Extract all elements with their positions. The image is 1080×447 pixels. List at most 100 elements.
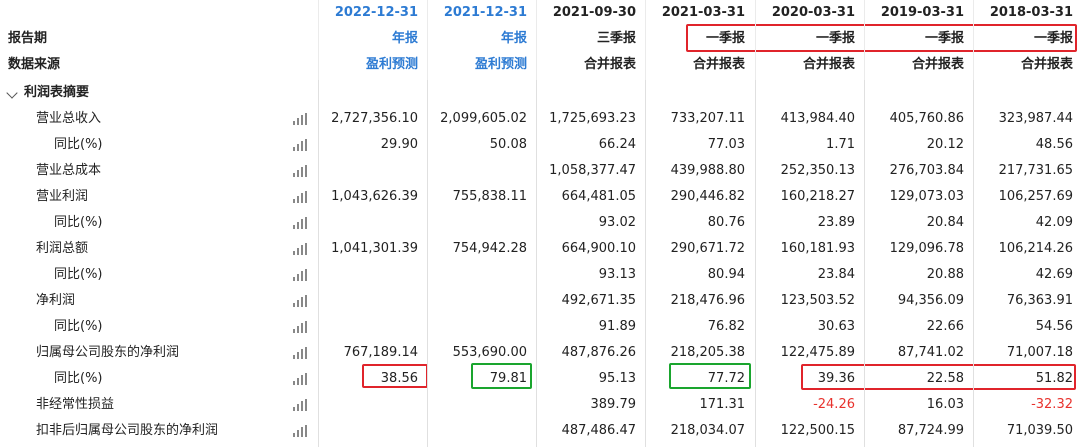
- header-cell[interactable]: 合并报表: [802, 57, 855, 72]
- header-cell[interactable]: 2020-03-31: [771, 5, 855, 20]
- table-cell[interactable]: 66.24: [598, 137, 636, 152]
- table-row[interactable]: 同比(%) 38.56 79.81 95.13 77.72 39.36 22.58 51.82: [0, 366, 1080, 392]
- table-cell[interactable]: 1,725,693.23: [549, 111, 636, 126]
- header-cell[interactable]: 合并报表: [911, 57, 964, 72]
- bar-chart-icon[interactable]: [293, 191, 307, 203]
- table-cell[interactable]: 1,043,626.39: [331, 189, 418, 204]
- table-cell[interactable]: 39.36: [817, 371, 855, 386]
- table-cell[interactable]: 754,942.28: [452, 241, 527, 256]
- header-cell[interactable]: 三季报: [596, 31, 636, 46]
- table-cell[interactable]: [427, 262, 536, 288]
- table-row[interactable]: 营业总收入 2,727,356.10 2,099,605.02 1,725,693.2…: [0, 106, 1080, 132]
- table-cell[interactable]: [427, 314, 536, 340]
- table-cell[interactable]: 23.84: [817, 267, 855, 282]
- bar-chart-icon[interactable]: [293, 295, 307, 307]
- table-cell[interactable]: 30.63: [817, 319, 855, 334]
- header-cell[interactable]: 一季报: [815, 31, 855, 46]
- table-row[interactable]: 利润总额 1,041,301.39 754,942.28 664,900.10 290,…: [0, 236, 1080, 262]
- table-cell[interactable]: 51.82: [1035, 371, 1073, 386]
- table-cell[interactable]: 553,690.00: [452, 345, 527, 360]
- table-cell[interactable]: 129,073.03: [889, 189, 964, 204]
- table-cell[interactable]: 123,503.52: [780, 293, 855, 308]
- header-cell[interactable]: 一季报: [924, 31, 964, 46]
- table-cell[interactable]: 160,218.27: [780, 189, 855, 204]
- header-cell[interactable]: 盈利预测: [365, 57, 418, 72]
- table-cell[interactable]: 22.58: [926, 371, 964, 386]
- table-row[interactable]: 净利润 492,671.35 218,476.96 123,503.52 94,356.…: [0, 288, 1080, 314]
- table-cell[interactable]: 290,446.82: [670, 189, 745, 204]
- table-cell[interactable]: 22.66: [926, 319, 964, 334]
- table-row[interactable]: 扣非后归属母公司股东的净利润 487,486.47 218,034.07 122,50…: [0, 418, 1080, 444]
- header-cell[interactable]: 2022-12-31: [334, 5, 418, 20]
- bar-chart-icon[interactable]: [293, 425, 307, 437]
- table-cell[interactable]: 218,476.96: [670, 293, 745, 308]
- table-row[interactable]: 同比(%) 93.13 80.94 23.84 20.88 42.69: [0, 262, 1080, 288]
- table-cell[interactable]: 252,350.13: [780, 163, 855, 178]
- table-cell[interactable]: [318, 418, 427, 444]
- table-cell[interactable]: [318, 314, 427, 340]
- table-cell[interactable]: 2,727,356.10: [331, 111, 418, 126]
- table-cell[interactable]: -32.32: [1031, 397, 1073, 412]
- table-cell[interactable]: 733,207.11: [670, 111, 745, 126]
- bar-chart-icon[interactable]: [293, 347, 307, 359]
- bar-chart-icon[interactable]: [293, 217, 307, 229]
- header-cell[interactable]: 盈利预测: [474, 57, 527, 72]
- table-cell[interactable]: 218,034.07: [670, 423, 745, 438]
- table-cell[interactable]: 20.12: [926, 137, 964, 152]
- table-cell[interactable]: 389.79: [590, 397, 637, 412]
- table-cell[interactable]: 42.09: [1035, 215, 1073, 230]
- table-cell[interactable]: 48.56: [1035, 137, 1073, 152]
- table-cell[interactable]: 122,500.15: [780, 423, 855, 438]
- table-cell[interactable]: 106,214.26: [998, 241, 1073, 256]
- table-cell[interactable]: 71,039.50: [1006, 423, 1073, 438]
- table-cell[interactable]: 20.84: [926, 215, 964, 230]
- bar-chart-icon[interactable]: [293, 243, 307, 255]
- table-cell[interactable]: 413,984.40: [780, 111, 855, 126]
- table-cell[interactable]: 42.69: [1035, 267, 1073, 282]
- table-cell[interactable]: [318, 210, 427, 236]
- bar-chart-icon[interactable]: [293, 269, 307, 281]
- table-cell[interactable]: 1.71: [826, 137, 855, 152]
- table-cell[interactable]: 80.76: [707, 215, 745, 230]
- table-cell[interactable]: 76.82: [707, 319, 745, 334]
- table-cell[interactable]: 54.56: [1035, 319, 1073, 334]
- table-cell[interactable]: 91.89: [598, 319, 636, 334]
- table-row[interactable]: 营业利润 1,043,626.39 755,838.11 664,481.05 290,…: [0, 184, 1080, 210]
- table-cell[interactable]: 80.94: [707, 267, 745, 282]
- header-cell[interactable]: 合并报表: [1020, 57, 1073, 72]
- header-cell[interactable]: 2019-03-31: [880, 5, 964, 20]
- table-cell[interactable]: 23.89: [817, 215, 855, 230]
- table-row[interactable]: 同比(%) 93.02 80.76 23.89 20.84 42.09: [0, 210, 1080, 236]
- table-cell[interactable]: 122,475.89: [780, 345, 855, 360]
- table-row[interactable]: 归属母公司股东的净利润 767,189.14 553,690.00 487,876.2…: [0, 340, 1080, 366]
- table-cell[interactable]: 160,181.93: [780, 241, 855, 256]
- table-cell[interactable]: 664,900.10: [561, 241, 636, 256]
- table-cell[interactable]: [427, 158, 536, 184]
- table-cell[interactable]: 95.13: [598, 371, 636, 386]
- bar-chart-icon[interactable]: [293, 165, 307, 177]
- table-cell[interactable]: [427, 210, 536, 236]
- table-row[interactable]: 非经常性损益 389.79 171.31 -24.26 16.03 -32.32: [0, 392, 1080, 418]
- table-cell[interactable]: 94,356.09: [897, 293, 964, 308]
- chevron-down-icon[interactable]: [6, 87, 18, 99]
- table-cell[interactable]: 755,838.11: [452, 189, 527, 204]
- table-cell[interactable]: 1,058,377.47: [549, 163, 636, 178]
- table-cell[interactable]: 217,731.65: [998, 163, 1073, 178]
- table-cell[interactable]: 2,099,605.02: [440, 111, 527, 126]
- table-cell[interactable]: 487,876.26: [561, 345, 636, 360]
- table-row[interactable]: 同比(%) 29.90 50.08 66.24 77.03 1.71 20.12 48.56: [0, 132, 1080, 158]
- table-cell[interactable]: 79.81: [489, 371, 527, 386]
- table-cell[interactable]: [318, 288, 427, 314]
- table-cell[interactable]: 76,363.91: [1006, 293, 1073, 308]
- bar-chart-icon[interactable]: [293, 399, 307, 411]
- table-cell[interactable]: 1,041,301.39: [331, 241, 418, 256]
- header-cell[interactable]: 合并报表: [583, 57, 636, 72]
- header-cell[interactable]: 年报: [500, 31, 527, 46]
- table-cell[interactable]: 290,671.72: [670, 241, 745, 256]
- table-cell[interactable]: [318, 262, 427, 288]
- table-cell[interactable]: 106,257.69: [998, 189, 1073, 204]
- table-cell[interactable]: 171.31: [699, 397, 746, 412]
- bar-chart-icon[interactable]: [293, 139, 307, 151]
- header-cell[interactable]: 2018-03-31: [989, 5, 1073, 20]
- table-cell[interactable]: 767,189.14: [343, 345, 418, 360]
